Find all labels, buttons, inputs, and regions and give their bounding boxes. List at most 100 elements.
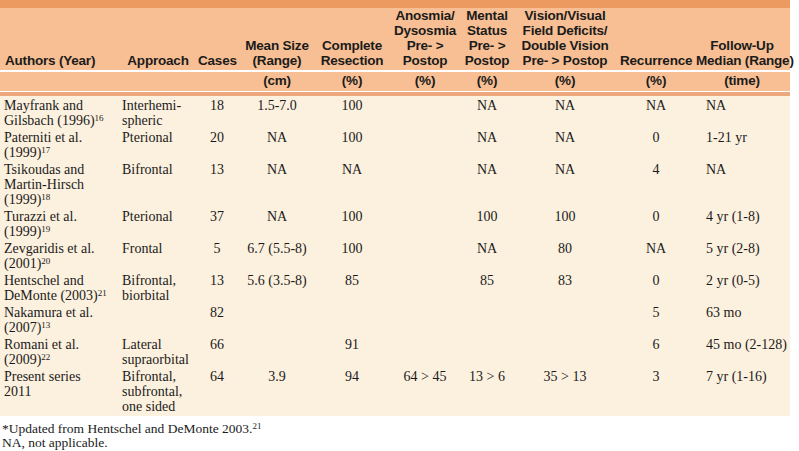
col-unit-cases bbox=[196, 71, 238, 92]
cell-mean-size: 5.6 (3.5-8) bbox=[238, 271, 316, 303]
cell-mean-size bbox=[238, 303, 316, 335]
cell-follow-up: 1-21 yr bbox=[694, 128, 790, 160]
cell-complete-resection: 100 bbox=[316, 96, 388, 128]
cell-vision-deficits: NA bbox=[512, 128, 618, 160]
cell-recurrence: 5 bbox=[618, 303, 694, 335]
col-unit-authors bbox=[0, 71, 120, 92]
cell-follow-up: 7 yr (1-16) bbox=[694, 367, 790, 416]
cell-mental-status: 13 > 6 bbox=[462, 367, 512, 416]
cell-approach: Lateral supraorbital bbox=[120, 335, 196, 367]
cell-authors: Present series 2011 bbox=[0, 367, 120, 416]
cell-follow-up: NA bbox=[694, 160, 790, 207]
cell-authors: Tsikoudas and Martin-Hirsch (1999)18 bbox=[0, 160, 120, 207]
col-header-vision: Vision/Visual Field Deficits/ Double Vis… bbox=[512, 8, 618, 71]
cell-anosmia-dysosmia bbox=[388, 271, 462, 303]
cell-cases: 18 bbox=[196, 96, 238, 128]
cell-authors: Zevgaridis et al. (2001)20 bbox=[0, 239, 120, 271]
cell-cases: 64 bbox=[196, 367, 238, 416]
col-header-cases: Cases bbox=[196, 8, 238, 71]
data-table: Authors (Year) Approach Cases Mean Size … bbox=[0, 8, 790, 416]
cell-approach: Bifrontal, biorbital bbox=[120, 271, 196, 303]
cell-vision-deficits: NA bbox=[512, 160, 618, 207]
cell-anosmia-dysosmia bbox=[388, 96, 462, 128]
cell-mean-size bbox=[238, 335, 316, 367]
cell-anosmia-dysosmia bbox=[388, 207, 462, 239]
footnote-na: NA, not applicable. bbox=[2, 436, 799, 450]
col-header-recurrence: Recurrence bbox=[618, 8, 694, 71]
footnote-updated: *Updated from Hentschel and DeMonte 2003… bbox=[2, 422, 799, 436]
cell-recurrence: 3 bbox=[618, 367, 694, 416]
cell-recurrence: 6 bbox=[618, 335, 694, 367]
cell-vision-deficits: 35 > 13 bbox=[512, 367, 618, 416]
cell-complete-resection: 85 bbox=[316, 271, 388, 303]
col-header-follow-up: Follow-Up Median (Range) bbox=[694, 8, 790, 71]
table-row: Present series 2011Bifrontal, subfrontal… bbox=[0, 367, 790, 416]
cell-cases: 37 bbox=[196, 207, 238, 239]
cell-mental-status bbox=[462, 303, 512, 335]
col-unit-follow-up: (time) bbox=[694, 71, 790, 92]
cell-recurrence: 0 bbox=[618, 128, 694, 160]
cell-mean-size: 1.5-7.0 bbox=[238, 96, 316, 128]
table-row: Nakamura et al. (2007)1382563 mo bbox=[0, 303, 790, 335]
col-header-anosmia: Anosmia/ Dysosmia Pre- > Postop bbox=[388, 8, 462, 71]
cell-cases: 13 bbox=[196, 160, 238, 207]
cell-follow-up: 2 yr (0-5) bbox=[694, 271, 790, 303]
cell-cases: 5 bbox=[196, 239, 238, 271]
cell-anosmia-dysosmia bbox=[388, 303, 462, 335]
cell-mental-status: 100 bbox=[462, 207, 512, 239]
table-row: Paterniti et al. (1999)17Pterional20NA10… bbox=[0, 128, 790, 160]
cell-vision-deficits: NA bbox=[512, 96, 618, 128]
cell-vision-deficits: 83 bbox=[512, 271, 618, 303]
col-unit-anosmia: (%) bbox=[388, 71, 462, 92]
col-header-approach: Approach bbox=[120, 8, 196, 71]
cell-mean-size: NA bbox=[238, 160, 316, 207]
cell-vision-deficits bbox=[512, 335, 618, 367]
cell-follow-up: 4 yr (1-8) bbox=[694, 207, 790, 239]
comparison-table: Authors (Year) Approach Cases Mean Size … bbox=[0, 0, 790, 416]
page: Authors (Year) Approach Cases Mean Size … bbox=[0, 0, 799, 451]
table-row: Hentschel and DeMonte (2003)21Bifrontal,… bbox=[0, 271, 790, 303]
cell-follow-up: NA bbox=[694, 96, 790, 128]
cell-approach: Frontal bbox=[120, 239, 196, 271]
cell-anosmia-dysosmia bbox=[388, 335, 462, 367]
cell-complete-resection: 100 bbox=[316, 239, 388, 271]
cell-cases: 82 bbox=[196, 303, 238, 335]
col-unit-mean-size: (cm) bbox=[238, 71, 316, 92]
cell-mental-status: 85 bbox=[462, 271, 512, 303]
col-header-complete-resection: Complete Resection bbox=[316, 8, 388, 71]
cell-mental-status bbox=[462, 335, 512, 367]
cell-approach: Interhemi- spheric bbox=[120, 96, 196, 128]
cell-approach: Pterional bbox=[120, 207, 196, 239]
cell-mental-status: NA bbox=[462, 239, 512, 271]
cell-complete-resection: 91 bbox=[316, 335, 388, 367]
cell-approach: Pterional bbox=[120, 128, 196, 160]
cell-follow-up: 5 yr (2-8) bbox=[694, 239, 790, 271]
cell-approach: Bifrontal bbox=[120, 160, 196, 207]
table-row: Zevgaridis et al. (2001)20Frontal56.7 (5… bbox=[0, 239, 790, 271]
cell-anosmia-dysosmia bbox=[388, 128, 462, 160]
col-unit-approach bbox=[120, 71, 196, 92]
cell-vision-deficits bbox=[512, 303, 618, 335]
cell-authors: Nakamura et al. (2007)13 bbox=[0, 303, 120, 335]
col-header-mental-status: Mental Status Pre- > Postop bbox=[462, 8, 512, 71]
cell-authors: Hentschel and DeMonte (2003)21 bbox=[0, 271, 120, 303]
cell-recurrence: 4 bbox=[618, 160, 694, 207]
cell-vision-deficits: 80 bbox=[512, 239, 618, 271]
cell-approach: Bifrontal, subfrontal, one sided bbox=[120, 367, 196, 416]
cell-mean-size: 6.7 (5.5-8) bbox=[238, 239, 316, 271]
cell-anosmia-dysosmia bbox=[388, 239, 462, 271]
cell-mean-size: NA bbox=[238, 128, 316, 160]
table-row: Mayfrank and Gilsbach (1996)16Interhemi-… bbox=[0, 96, 790, 128]
col-unit-recurrence: (%) bbox=[618, 71, 694, 92]
cell-mean-size: NA bbox=[238, 207, 316, 239]
cell-authors: Mayfrank and Gilsbach (1996)16 bbox=[0, 96, 120, 128]
cell-mental-status: NA bbox=[462, 96, 512, 128]
cell-follow-up: 45 mo (2-128) bbox=[694, 335, 790, 367]
cell-authors: Turazzi et al. (1999)19 bbox=[0, 207, 120, 239]
cell-recurrence: NA bbox=[618, 96, 694, 128]
cell-complete-resection: NA bbox=[316, 160, 388, 207]
cell-recurrence: NA bbox=[618, 239, 694, 271]
col-header-mean-size: Mean Size (Range) bbox=[238, 8, 316, 71]
cell-complete-resection: 94 bbox=[316, 367, 388, 416]
cell-complete-resection: 100 bbox=[316, 128, 388, 160]
